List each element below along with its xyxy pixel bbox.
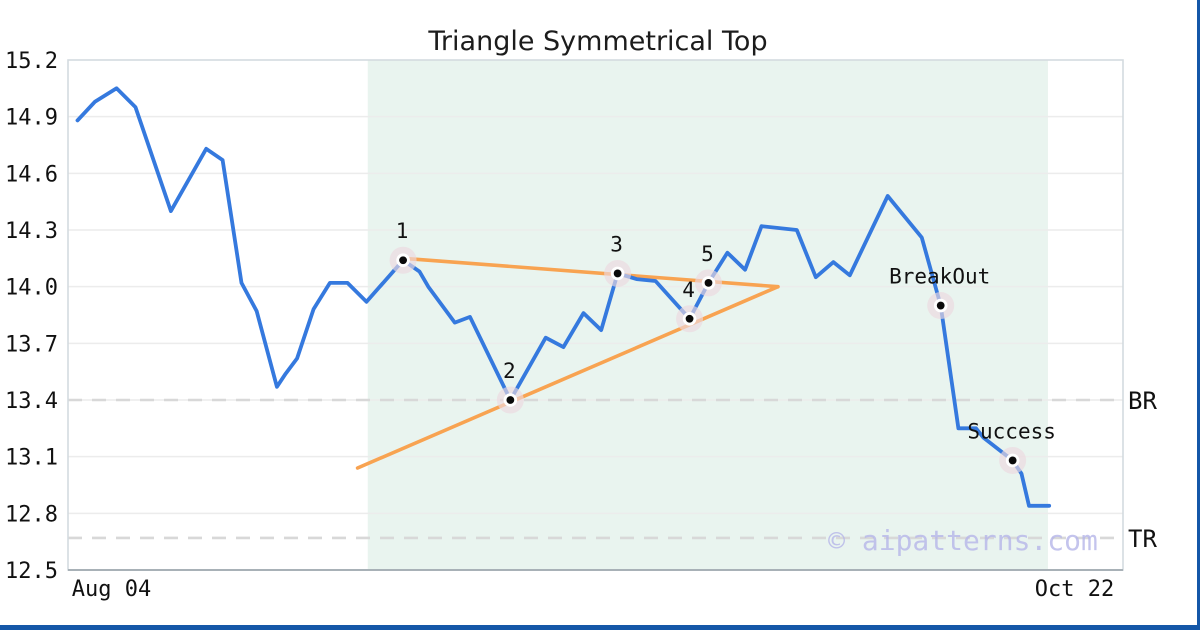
x-tick-label: Aug 04	[72, 577, 151, 602]
marker-label: 3	[610, 232, 623, 256]
marker-label: BreakOut	[889, 265, 990, 289]
level-label-br: BR	[1128, 387, 1157, 415]
marker-dot	[704, 278, 713, 287]
y-tick-label: 14.0	[5, 276, 58, 301]
y-tick-label: 13.7	[5, 332, 58, 357]
y-tick-label: 13.4	[5, 389, 58, 414]
marker-dot	[1008, 456, 1017, 465]
y-tick-label: 13.1	[5, 446, 58, 471]
marker-label: 5	[701, 242, 714, 266]
marker-label: Success	[967, 419, 1056, 443]
level-label-tr: TR	[1128, 525, 1157, 553]
y-tick-label: 14.6	[5, 162, 58, 187]
right-accent-bar	[1197, 0, 1200, 630]
marker-label: 2	[503, 359, 516, 383]
marker-dot	[685, 314, 694, 323]
marker-dot	[936, 301, 945, 310]
marker-label: 1	[396, 219, 409, 243]
marker-label: 4	[682, 278, 695, 302]
y-tick-label: 12.8	[5, 502, 58, 527]
x-tick-label: Oct 22	[1035, 577, 1114, 602]
price-line	[75, 86, 1052, 508]
chart-title: Triangle Symmetrical Top	[428, 26, 768, 57]
marker-dot	[399, 256, 407, 265]
y-tick-label: 15.2	[5, 49, 58, 74]
marker-dot	[506, 396, 515, 404]
marker-dot	[613, 269, 622, 278]
lower-trendline	[355, 284, 780, 470]
bottom-accent-bar	[0, 625, 1200, 630]
y-tick-label: 14.9	[5, 106, 58, 131]
watermark: © aipatterns.com	[828, 524, 1098, 557]
y-tick-label: 14.3	[5, 219, 58, 244]
y-tick-label: 12.5	[5, 559, 58, 584]
